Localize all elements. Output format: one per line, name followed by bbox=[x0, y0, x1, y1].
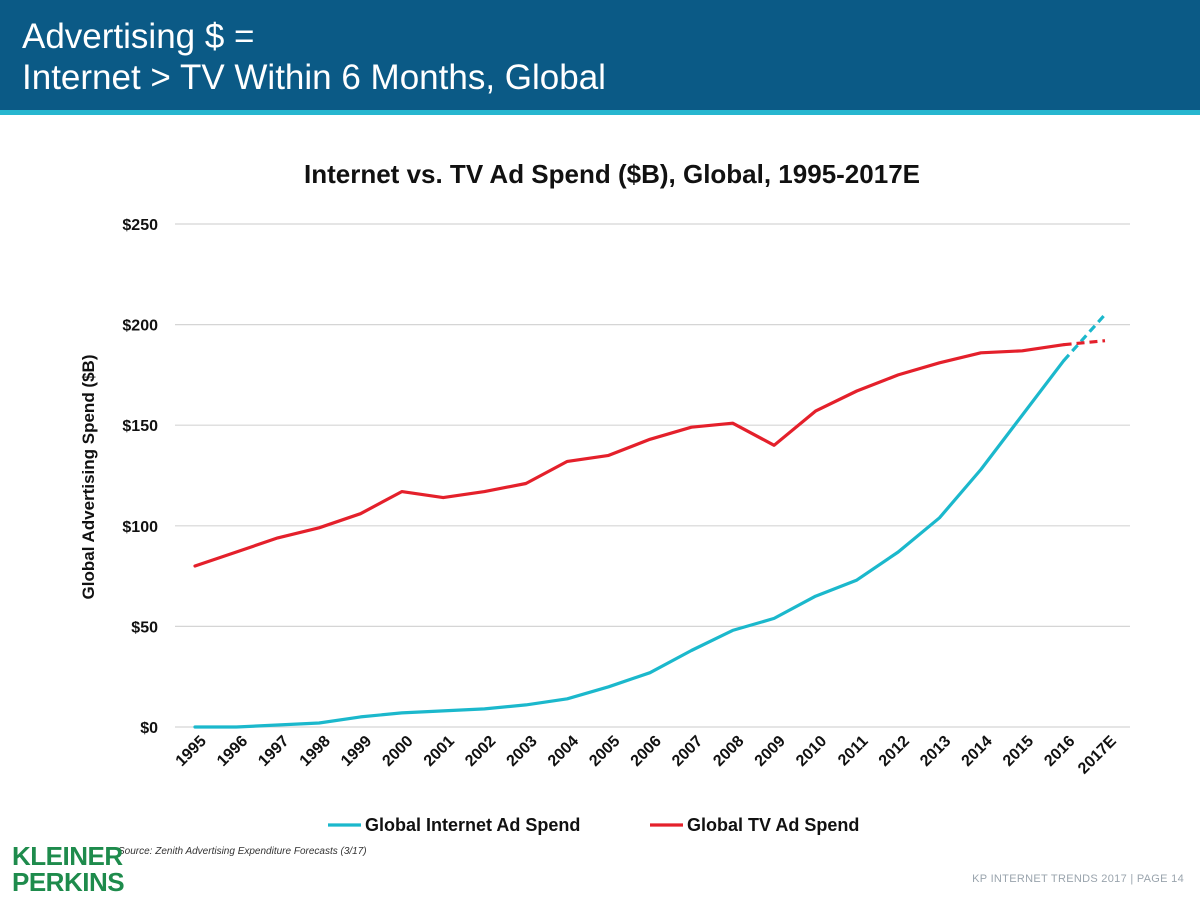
y-tick-label: $100 bbox=[122, 519, 158, 536]
x-tick-label: 2006 bbox=[628, 733, 665, 770]
slide-title-line2: Internet > TV Within 6 Months, Global bbox=[22, 58, 606, 97]
x-tick-label: 2013 bbox=[917, 733, 954, 770]
x-tick-label: 2012 bbox=[876, 733, 913, 770]
x-tick-label: 2015 bbox=[1000, 733, 1037, 770]
legend: Global Internet Ad Spend Global TV Ad Spe… bbox=[328, 815, 859, 835]
source-note: Source: Zenith Advertising Expenditure F… bbox=[118, 846, 367, 857]
series-line-internet-estimate bbox=[1062, 313, 1107, 362]
x-tick-label: 2010 bbox=[793, 733, 830, 770]
series-lines bbox=[193, 313, 1107, 729]
chart-title: Internet vs. TV Ad Spend ($B), Global, 1… bbox=[304, 159, 920, 189]
x-tick-label: 2004 bbox=[545, 733, 582, 770]
x-tick-label: 2014 bbox=[959, 733, 996, 770]
legend-label-internet: Global Internet Ad Spend bbox=[365, 815, 580, 835]
y-axis-label: Global Advertising Spend ($B) bbox=[79, 355, 98, 600]
y-tick-label: $200 bbox=[122, 318, 158, 335]
x-tick-label: 1997 bbox=[255, 733, 292, 770]
x-tick-label: 1996 bbox=[214, 733, 251, 770]
logo-line2: PERKINS bbox=[12, 867, 125, 897]
legend-label-tv: Global TV Ad Spend bbox=[687, 815, 859, 835]
x-tick-label: 2009 bbox=[752, 733, 789, 770]
x-tick-label: 2001 bbox=[421, 733, 458, 770]
x-tick-label: 2002 bbox=[462, 733, 499, 770]
y-tick-label: $250 bbox=[122, 217, 158, 234]
x-tick-label: 2007 bbox=[669, 733, 706, 770]
x-tick-label: 1995 bbox=[173, 733, 210, 770]
y-axis-ticks: $0 $50 $100 $150 $200 $250 bbox=[122, 217, 158, 737]
x-tick-label: 2005 bbox=[586, 733, 623, 770]
x-tick-label: 2017E bbox=[1075, 733, 1120, 778]
footer-page-label: KP INTERNET TRENDS 2017 | PAGE 14 bbox=[972, 873, 1184, 885]
y-tick-label: $50 bbox=[131, 619, 158, 636]
y-tick-label: $0 bbox=[140, 720, 158, 737]
gridlines bbox=[175, 223, 1130, 728]
kleiner-perkins-logo: KLEINER PERKINS bbox=[12, 841, 125, 897]
x-tick-label: 2011 bbox=[835, 733, 872, 770]
x-axis-ticks: 1995 1996 1997 1998 1999 2000 2001 2002 2003 2004… bbox=[173, 733, 1120, 778]
logo-line1: KLEINER bbox=[12, 841, 123, 871]
series-line-internet bbox=[193, 359, 1066, 729]
series-line-tv bbox=[193, 343, 1066, 568]
x-tick-label: 1999 bbox=[338, 733, 375, 770]
x-tick-label: 2016 bbox=[1041, 733, 1078, 770]
series-line-tv-estimate bbox=[1063, 339, 1106, 347]
x-tick-label: 1998 bbox=[297, 733, 334, 770]
x-tick-label: 2000 bbox=[379, 733, 416, 770]
slide-header: Advertising $ = Internet > TV Within 6 M… bbox=[0, 0, 1200, 115]
x-tick-label: 2003 bbox=[504, 733, 541, 770]
y-tick-label: $150 bbox=[122, 418, 158, 435]
slide-title-line1: Advertising $ = bbox=[22, 17, 255, 56]
x-tick-label: 2008 bbox=[710, 733, 747, 770]
